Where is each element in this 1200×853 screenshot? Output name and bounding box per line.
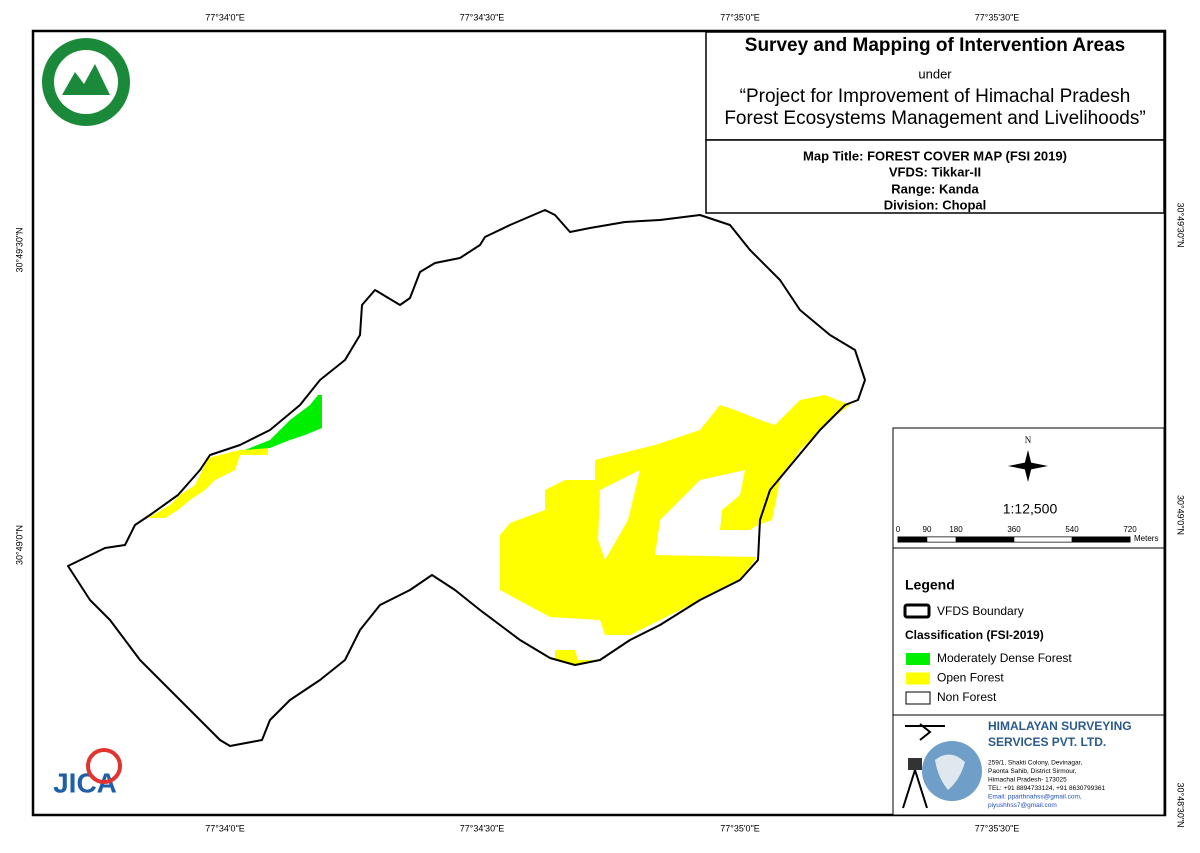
grid-label: 30°49'30"N bbox=[1176, 202, 1186, 247]
map-title: Map Title: FOREST COVER MAP (FSI 2019) bbox=[803, 148, 1067, 163]
open-forest-area bbox=[148, 448, 268, 518]
scale-bar-label: 720 bbox=[1123, 525, 1137, 534]
north-arrow bbox=[1008, 450, 1048, 482]
grid-label: 77°34'0"E bbox=[205, 823, 245, 833]
company-address: 259/1, Shakti Colony, Devinagar, bbox=[988, 760, 1082, 767]
company-address: piyushhss7@gmail.com bbox=[988, 802, 1057, 809]
scale-bar-segment bbox=[955, 536, 1015, 543]
legend-swatch bbox=[906, 653, 930, 665]
grid-label: 77°35'0"E bbox=[720, 12, 760, 22]
scale-bar-segment bbox=[1013, 536, 1073, 543]
legend-label: Open Forest bbox=[937, 671, 1004, 685]
vfds: VFDS: Tikkar-II bbox=[889, 164, 981, 179]
legend-label: Non Forest bbox=[937, 690, 997, 704]
scale-bar-label: 90 bbox=[923, 525, 932, 534]
project-line: Forest Ecosystems Management and Livelih… bbox=[724, 108, 1145, 129]
grid-label: 77°35'0"E bbox=[720, 823, 760, 833]
division: Division: Chopal bbox=[884, 197, 987, 212]
grid-label: 77°34'30"E bbox=[460, 12, 505, 22]
company-address: TEL: +91 8894733124, +91 8630799361 bbox=[988, 785, 1105, 792]
company-address: Email: pparthnahss@gmail.com, bbox=[988, 794, 1082, 801]
north-label: N bbox=[1025, 435, 1032, 445]
legend-swatch bbox=[905, 691, 931, 705]
company-address: Paonta Sahib, District Sirmour, bbox=[988, 768, 1077, 775]
dense-forest-area bbox=[245, 395, 322, 450]
scale-bar-label: 540 bbox=[1065, 525, 1079, 534]
legend-label: VFDS Boundary bbox=[937, 604, 1024, 618]
grid-label: 30°49'0"N bbox=[1176, 495, 1186, 535]
vfds-boundary bbox=[67, 209, 866, 747]
header-box bbox=[705, 31, 1165, 141]
boundary-swatch bbox=[903, 603, 931, 619]
grid-label: 77°35'30"E bbox=[975, 823, 1020, 833]
jica-logo-mark bbox=[86, 748, 122, 784]
scale-box bbox=[892, 427, 1165, 549]
scale-text: 1:12,500 bbox=[1003, 501, 1058, 517]
scale-bar-segment bbox=[926, 536, 957, 543]
forest-dept-logo bbox=[42, 38, 130, 126]
project-line: “Project for Improvement of Himachal Pra… bbox=[740, 86, 1131, 107]
legend-box bbox=[892, 547, 1165, 716]
company-name: SERVICES PVT. LTD. bbox=[988, 735, 1106, 749]
company-name: HIMALAYAN SURVEYING bbox=[988, 719, 1132, 733]
header-title: Survey and Mapping of Intervention Areas bbox=[745, 35, 1125, 56]
open-forest-area bbox=[500, 395, 850, 635]
grid-label: 30°49'0"N bbox=[14, 525, 24, 565]
scale-bar-segment bbox=[897, 536, 928, 543]
company-address: Himachal Pradesh- 173025 bbox=[988, 777, 1067, 784]
info-box bbox=[705, 139, 1165, 214]
scale-bar-label: 360 bbox=[1007, 525, 1021, 534]
grid-label: 77°35'30"E bbox=[975, 12, 1020, 22]
legend-label: Moderately Dense Forest bbox=[937, 651, 1072, 665]
legend-swatch bbox=[906, 672, 930, 685]
legend-title: Legend bbox=[905, 577, 955, 593]
scale-unit: Meters bbox=[1134, 534, 1158, 543]
scale-bar-segment bbox=[1071, 536, 1131, 543]
grid-label: 30°49'30"N bbox=[14, 227, 24, 272]
grid-label: 77°34'0"E bbox=[205, 12, 245, 22]
company-logo bbox=[902, 723, 982, 809]
classification-title: Classification (FSI-2019) bbox=[905, 628, 1044, 642]
scale-bar-label: 180 bbox=[949, 525, 963, 534]
grid-label: 77°34'30"E bbox=[460, 823, 505, 833]
scale-bar-label: 0 bbox=[896, 525, 901, 534]
header-under: under bbox=[918, 66, 952, 81]
non-forest-area bbox=[598, 470, 640, 560]
grid-label: 30°48'30"N bbox=[1176, 782, 1186, 827]
range: Range: Kanda bbox=[891, 181, 979, 196]
